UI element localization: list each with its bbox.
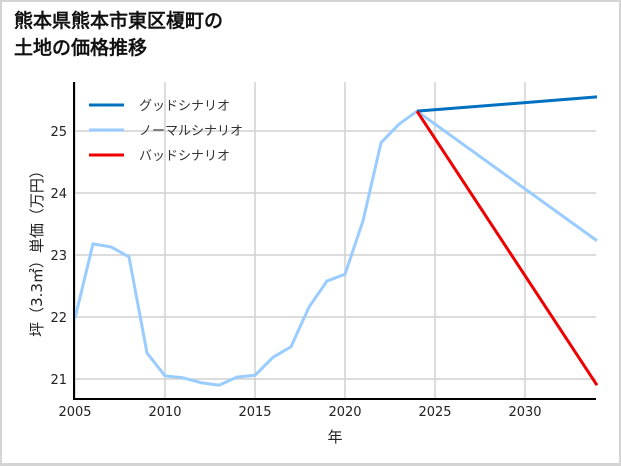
x-tick-label: 2020 — [328, 405, 361, 420]
x-tick-label: 2010 — [148, 405, 181, 420]
legend-label: バッドシナリオ — [139, 149, 230, 164]
y-tick-label: 24 — [50, 187, 67, 202]
legend-label: ノーマルシナリオ — [139, 124, 243, 139]
x-tick-label: 2015 — [238, 405, 271, 420]
x-axis-label: 年 — [327, 428, 342, 446]
tick-labels: 2005 2010 2015 2020 2025 2030 21 22 23 24 25 — [50, 125, 541, 420]
x-tick-label: 2030 — [508, 405, 541, 420]
legend-label: グッドシナリオ — [139, 99, 230, 114]
x-tick-label: 2025 — [418, 405, 451, 420]
x-tick-label: 2005 — [58, 405, 91, 420]
series-line — [73, 109, 598, 387]
y-tick-label: 22 — [50, 311, 67, 326]
y-tick-label: 21 — [50, 373, 67, 388]
series-line — [416, 95, 598, 113]
y-axis-label: 坪（3.3㎡）単価（万円） — [28, 163, 46, 337]
chart-title: 熊本県熊本市東区榎町の 土地の価格推移 — [14, 10, 224, 59]
series-lines — [73, 95, 599, 387]
y-tick-label: 23 — [50, 249, 67, 264]
axes — [73, 82, 596, 400]
series-line — [415, 110, 599, 387]
y-tick-label: 25 — [50, 125, 67, 140]
